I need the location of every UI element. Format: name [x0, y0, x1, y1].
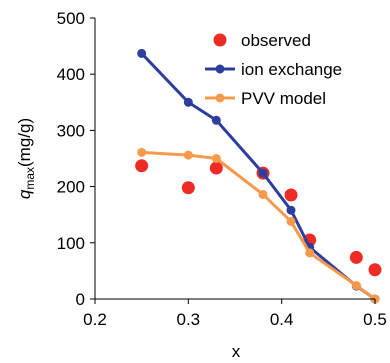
data-point: [286, 216, 296, 226]
y-tick-label: 300: [57, 121, 85, 140]
y-tick-label: 500: [57, 9, 85, 28]
x-tick-label: 0.5: [363, 310, 387, 329]
data-point: [137, 147, 147, 157]
data-point: [211, 115, 221, 125]
data-point: [183, 150, 193, 160]
y-tick-label: 200: [57, 178, 85, 197]
data-point: [209, 161, 223, 175]
data-point: [137, 48, 147, 58]
series-layer: [135, 48, 382, 304]
y-axis-title-subscript: max: [23, 167, 37, 190]
legend-label: observed: [241, 31, 311, 50]
x-tick-label: 0.2: [83, 310, 107, 329]
legend-swatch-marker: [215, 64, 225, 74]
data-point: [351, 281, 361, 291]
legend: observed ion exchange PVV model: [205, 31, 342, 108]
x-tick-label: 0.3: [177, 310, 201, 329]
legend-item-0: observed: [213, 31, 311, 50]
legend-item-2: PVV model: [205, 89, 326, 108]
y-axis-title-symbol: q: [15, 189, 34, 199]
y-tick-label: 100: [57, 234, 85, 253]
data-point: [284, 188, 298, 202]
data-point: [258, 168, 268, 178]
data-point: [305, 248, 315, 258]
data-point: [368, 263, 382, 277]
data-point: [349, 250, 363, 264]
legend-swatch-marker: [215, 93, 225, 103]
series-line: [141, 150, 376, 301]
series-0: [135, 159, 382, 277]
x-tick-label: 0.4: [270, 310, 294, 329]
legend-swatch-marker: [213, 33, 227, 47]
y-tick-label: 0: [76, 290, 85, 309]
y-tick-label: 400: [57, 65, 85, 84]
y-axis-title: qmax(mg/g): [15, 118, 37, 199]
data-point: [135, 159, 149, 173]
legend-label: PVV model: [241, 89, 326, 108]
data-point: [258, 189, 268, 199]
legend-label: ion exchange: [241, 60, 342, 79]
axes: 0 100 200 300 400 500 0.2 0.3 0.4 0.5 x qmax(mg/g): [15, 9, 387, 361]
data-point: [183, 97, 193, 107]
data-point: [181, 181, 195, 195]
x-axis-title: x: [232, 342, 241, 361]
y-axis-title-unit: (mg/g): [15, 118, 34, 167]
legend-item-1: ion exchange: [205, 60, 342, 79]
data-point: [286, 205, 296, 215]
series-2: [137, 147, 380, 304]
data-point: [211, 154, 221, 163]
